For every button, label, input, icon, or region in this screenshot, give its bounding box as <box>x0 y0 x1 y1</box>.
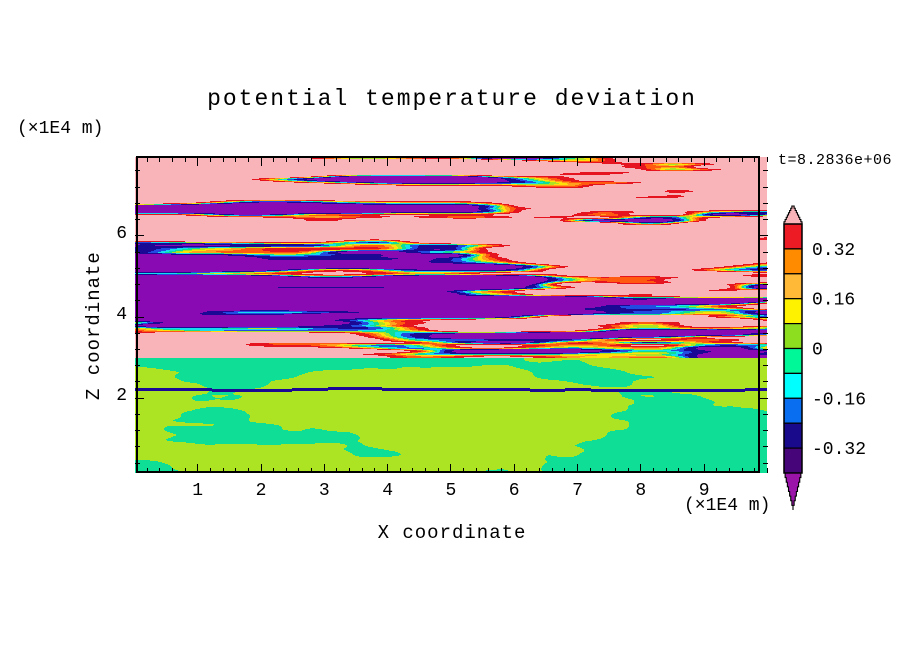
svg-text:0.16: 0.16 <box>812 291 855 311</box>
svg-text:-0.16: -0.16 <box>812 390 866 410</box>
svg-text:0: 0 <box>812 341 823 361</box>
svg-text:0.32: 0.32 <box>812 241 855 261</box>
svg-text:-0.32: -0.32 <box>812 440 866 460</box>
